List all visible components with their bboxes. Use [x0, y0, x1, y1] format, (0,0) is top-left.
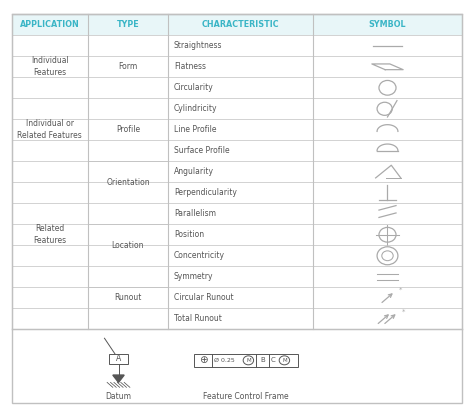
- Text: Symmetry: Symmetry: [174, 272, 213, 281]
- Text: M: M: [246, 358, 251, 363]
- Text: C: C: [271, 357, 275, 363]
- Text: Circularity: Circularity: [174, 83, 214, 92]
- Text: A: A: [116, 354, 121, 363]
- Text: Profile: Profile: [116, 125, 140, 134]
- Text: Total Runout: Total Runout: [174, 314, 222, 323]
- Text: Surface Profile: Surface Profile: [174, 146, 229, 155]
- Text: Individual or
Related Features: Individual or Related Features: [18, 119, 82, 140]
- Text: APPLICATION: APPLICATION: [20, 20, 80, 29]
- Text: Orientation: Orientation: [106, 178, 150, 187]
- Text: Related
Features: Related Features: [33, 225, 66, 245]
- Bar: [12, 14, 462, 35]
- Text: Position: Position: [174, 230, 204, 239]
- Text: SYMBOL: SYMBOL: [369, 20, 406, 29]
- Text: Feature Control Frame: Feature Control Frame: [203, 392, 289, 401]
- Text: *: *: [402, 308, 405, 315]
- Text: TYPE: TYPE: [117, 20, 139, 29]
- Text: Datum: Datum: [106, 392, 131, 401]
- Text: Concentricity: Concentricity: [174, 251, 225, 260]
- Text: ⊕: ⊕: [199, 355, 208, 365]
- Text: Parallelism: Parallelism: [174, 209, 216, 218]
- Text: Location: Location: [112, 241, 144, 250]
- Text: Ø 0.25: Ø 0.25: [214, 358, 235, 363]
- Text: *: *: [399, 287, 402, 292]
- Bar: [109, 354, 128, 364]
- Text: Runout: Runout: [114, 293, 142, 302]
- Text: Form: Form: [118, 62, 137, 71]
- Text: CHARACTERISTIC: CHARACTERISTIC: [202, 20, 279, 29]
- Text: Flatness: Flatness: [174, 62, 206, 71]
- Bar: [194, 354, 298, 367]
- Text: Cylindricity: Cylindricity: [174, 104, 218, 113]
- Text: B: B: [260, 357, 265, 363]
- Text: Circular Runout: Circular Runout: [174, 293, 234, 302]
- Text: Individual
Features: Individual Features: [31, 56, 69, 77]
- Text: Line Profile: Line Profile: [174, 125, 217, 134]
- Polygon shape: [113, 375, 124, 382]
- Text: Straightness: Straightness: [174, 41, 222, 50]
- Text: Perpendicularity: Perpendicularity: [174, 188, 237, 197]
- Text: M: M: [282, 358, 287, 363]
- Text: Angularity: Angularity: [174, 167, 214, 176]
